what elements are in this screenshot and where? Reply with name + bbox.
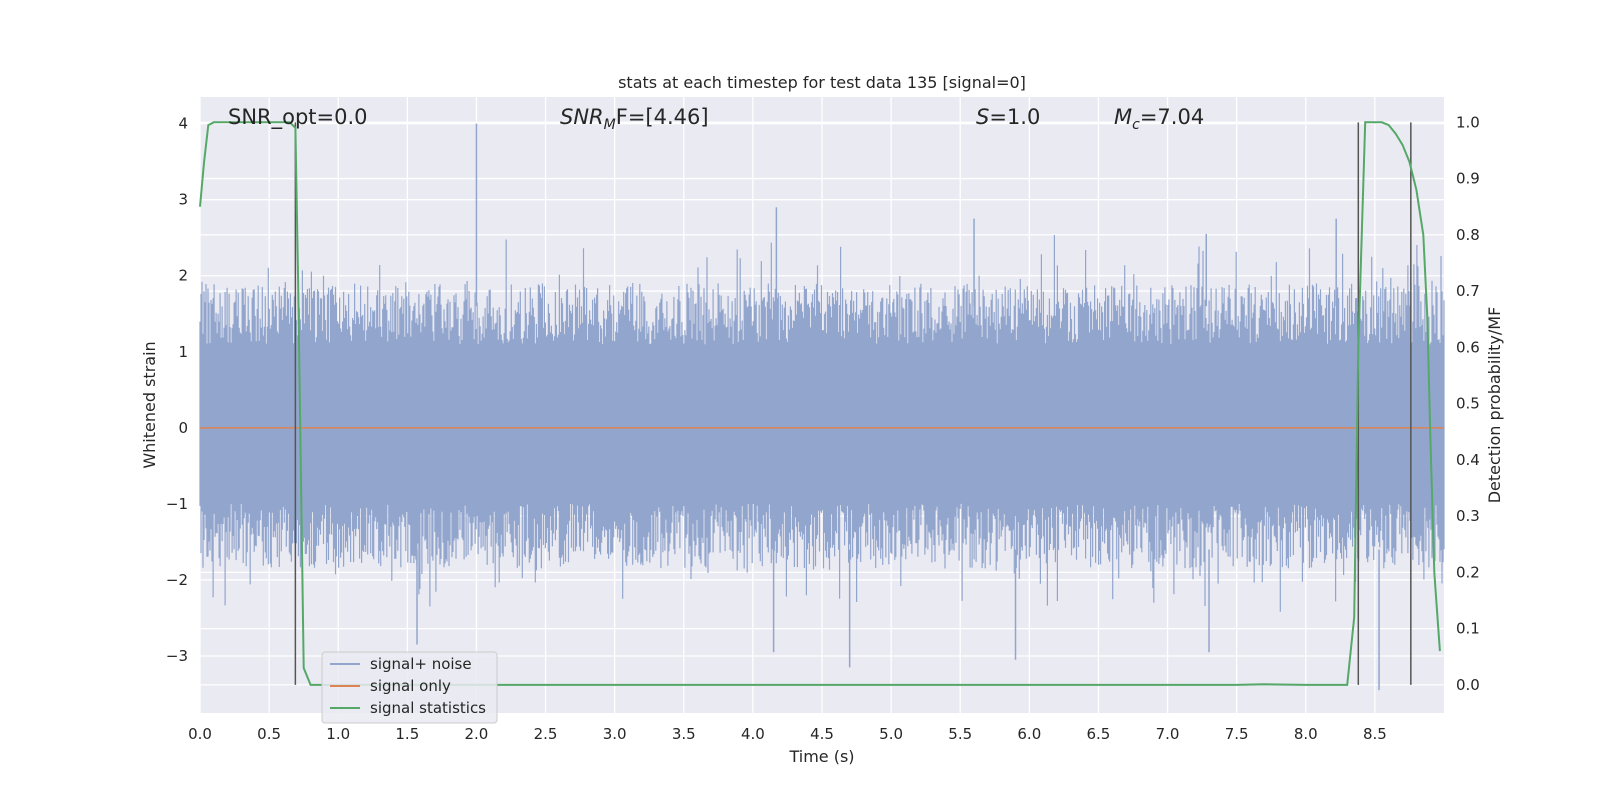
y-right-tick-label-5: 0.5 bbox=[1456, 395, 1480, 413]
y-right-tick-label-9: 0.1 bbox=[1456, 620, 1480, 638]
y-right-tick-label-1: 0.9 bbox=[1456, 170, 1480, 188]
x-ticks: 0.0 0.5 1.0 1.5 2.0 2.5 3.0 3.5 4.0 4.5 5.0 5.5 6.0 6… bbox=[188, 725, 1387, 743]
y-right-tick-label-10: 0.0 bbox=[1456, 676, 1480, 694]
noise-series bbox=[199, 123, 1445, 691]
annotation-snr-mf: SNRMF=[4.46] bbox=[560, 105, 709, 133]
x-tick-label-12: 6.0 bbox=[1017, 725, 1041, 743]
legend-box bbox=[321, 651, 498, 724]
mc-symbol: M bbox=[1114, 105, 1132, 129]
x-tick-label-7: 3.5 bbox=[672, 725, 696, 743]
y-right-tick-label-8: 0.2 bbox=[1456, 563, 1480, 581]
x-tick-label-11: 5.5 bbox=[948, 725, 972, 743]
legend-label-signal-noise: signal+ noise bbox=[370, 655, 472, 673]
legend-label-signal-statistics: signal statistics bbox=[370, 699, 486, 717]
x-tick-label-5: 2.5 bbox=[534, 725, 558, 743]
legend-label-signal-only: signal only bbox=[370, 677, 451, 695]
x-tick-label-1: 0.5 bbox=[257, 725, 281, 743]
x-tick-label-2: 1.0 bbox=[326, 725, 350, 743]
x-tick-label-4: 2.0 bbox=[465, 725, 489, 743]
legend: signal+ noise signal only signal statist… bbox=[321, 651, 498, 724]
snr-mf-subscript: M bbox=[604, 117, 616, 133]
y-ticks-right: 1.0 0.9 0.8 0.7 0.6 0.5 0.4 0.3 0.2 0.1 0.0 bbox=[1456, 113, 1480, 694]
snr-mf-symbol: SNR bbox=[560, 105, 604, 129]
x-tick-label-0: 0.0 bbox=[188, 725, 212, 743]
chart-title: stats at each timestep for test data 135… bbox=[618, 73, 1026, 92]
x-tick-label-3: 1.5 bbox=[395, 725, 419, 743]
x-tick-label-13: 6.5 bbox=[1087, 725, 1111, 743]
y-tick-label-5: −1 bbox=[166, 495, 188, 513]
x-tick-label-14: 7.0 bbox=[1156, 725, 1180, 743]
y-right-tick-label-4: 0.6 bbox=[1456, 338, 1480, 356]
annotation-s: S=1.0 bbox=[976, 105, 1040, 129]
line-series bbox=[199, 121, 1444, 686]
y-axis-label: Whitened strain bbox=[140, 341, 159, 468]
x-tick-label-17: 8.5 bbox=[1363, 725, 1387, 743]
y-right-tick-label-3: 0.7 bbox=[1456, 282, 1480, 300]
snr-mf-value: F=[4.46] bbox=[616, 105, 709, 129]
x-tick-label-8: 4.0 bbox=[741, 725, 765, 743]
x-tick-label-9: 4.5 bbox=[810, 725, 834, 743]
x-tick-label-15: 7.5 bbox=[1225, 725, 1249, 743]
mc-subscript: c bbox=[1132, 117, 1140, 133]
y-tick-label-4: 0 bbox=[178, 419, 188, 437]
annotation-snr-opt: SNR_opt=0.0 bbox=[228, 105, 368, 130]
mc-value: =7.04 bbox=[1140, 105, 1204, 129]
y-tick-label-2: 2 bbox=[178, 267, 188, 285]
y-tick-label-0: 4 bbox=[178, 115, 188, 133]
signal-statistics-line bbox=[199, 121, 1441, 686]
s-symbol: S bbox=[976, 105, 989, 129]
y-right-tick-label-6: 0.4 bbox=[1456, 451, 1480, 469]
y-right-tick-label-7: 0.3 bbox=[1456, 507, 1480, 525]
y-tick-label-7: −3 bbox=[166, 647, 188, 665]
s-value: =1.0 bbox=[989, 105, 1040, 129]
y-tick-label-6: −2 bbox=[166, 571, 188, 589]
x-axis-label: Time (s) bbox=[788, 747, 854, 766]
y-right-tick-label-2: 0.8 bbox=[1456, 226, 1480, 244]
y-axis-label-right: Detection probability/MF bbox=[1485, 307, 1504, 504]
annotation-mc: Mc=7.04 bbox=[1114, 105, 1204, 133]
y-ticks: 4 3 2 1 0 −1 −2 −3 bbox=[166, 115, 188, 665]
y-tick-label-3: 1 bbox=[178, 343, 188, 361]
noise-band bbox=[200, 351, 1444, 501]
y-right-tick-label-0: 1.0 bbox=[1456, 113, 1480, 131]
x-tick-label-6: 3.0 bbox=[603, 725, 627, 743]
x-tick-label-10: 5.0 bbox=[879, 725, 903, 743]
x-tick-label-16: 8.0 bbox=[1294, 725, 1318, 743]
y-tick-label-1: 3 bbox=[178, 191, 188, 209]
